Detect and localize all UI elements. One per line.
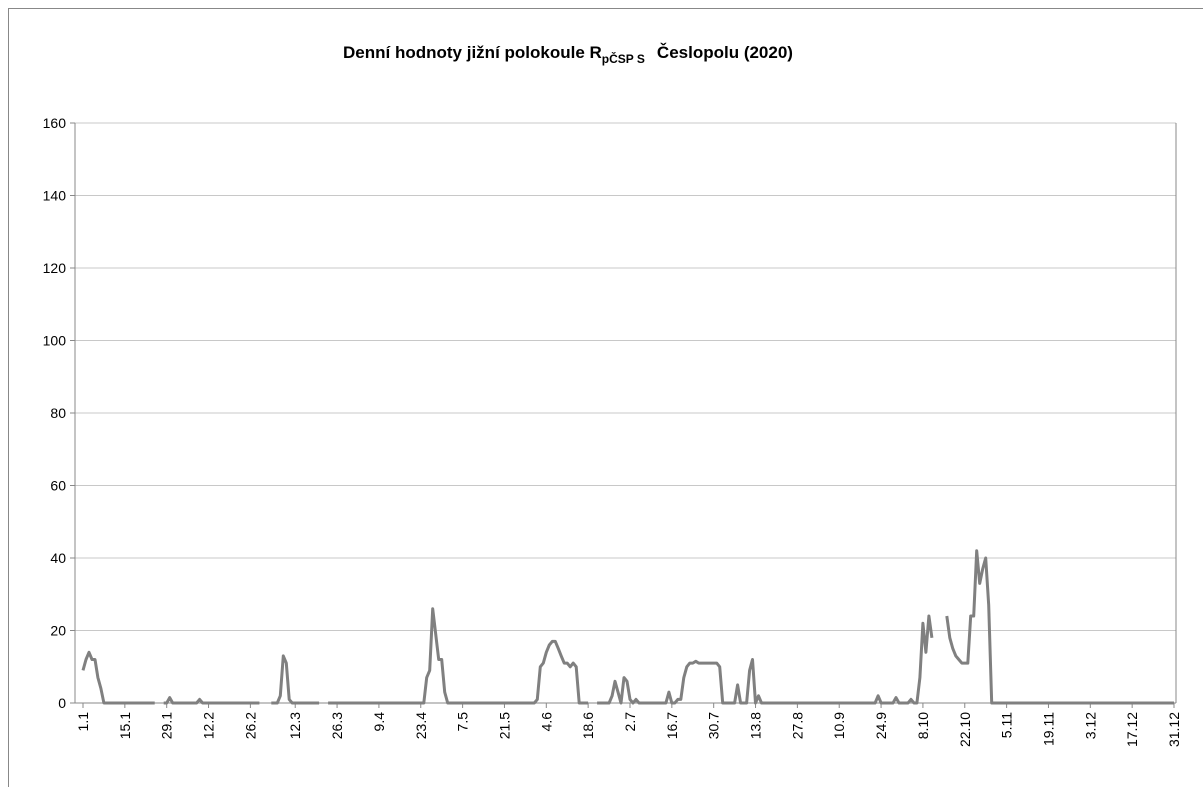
x-tick-label: 31.12 bbox=[1166, 712, 1182, 747]
x-tick-label: 15.1 bbox=[117, 712, 133, 739]
x-tick-label: 24.9 bbox=[873, 712, 889, 739]
x-tick-label: 5.11 bbox=[999, 712, 1015, 738]
x-tick-label: 22.10 bbox=[957, 712, 973, 747]
x-tick-label: 30.7 bbox=[706, 712, 722, 739]
x-tick-label: 13.8 bbox=[748, 712, 764, 739]
x-tick-label: 19.11 bbox=[1040, 712, 1056, 746]
x-tick-label: 16.7 bbox=[664, 712, 680, 739]
y-tick-label: 140 bbox=[43, 188, 67, 204]
x-tick-label: 12.2 bbox=[201, 712, 217, 739]
y-tick-label: 80 bbox=[50, 405, 66, 421]
data-line bbox=[81, 549, 1174, 705]
title-main: Denní hodnoty jižní polokoule R bbox=[343, 43, 602, 62]
chart-title: Denní hodnoty jižní polokoule RpČSP S Čes… bbox=[343, 43, 793, 66]
x-tick-label: 29.1 bbox=[159, 712, 175, 739]
x-tick-label: 9.4 bbox=[371, 712, 387, 732]
x-tick-label: 23.4 bbox=[413, 712, 429, 739]
y-tick-label: 0 bbox=[58, 695, 66, 711]
x-tick-label: 27.8 bbox=[789, 712, 805, 739]
x-tick-label: 12.3 bbox=[287, 712, 303, 739]
x-tick-label: 26.3 bbox=[329, 712, 345, 739]
x-tick-label: 4.6 bbox=[538, 712, 554, 732]
x-tick-label: 18.6 bbox=[580, 712, 596, 739]
chart-frame bbox=[8, 8, 1203, 787]
x-tick-label: 26.2 bbox=[242, 712, 258, 739]
y-tick-label: 20 bbox=[50, 623, 66, 639]
x-tick-label: 7.5 bbox=[455, 712, 471, 732]
y-tick-label: 120 bbox=[43, 260, 67, 276]
x-tick-label: 1.1 bbox=[75, 712, 91, 732]
y-tick-label: 40 bbox=[50, 550, 66, 566]
x-tick-label: 2.7 bbox=[622, 712, 638, 732]
y-tick-label: 60 bbox=[50, 478, 66, 494]
x-tick-label: 21.5 bbox=[496, 712, 512, 739]
x-tick-label: 8.10 bbox=[915, 712, 931, 739]
x-tick-label: 10.9 bbox=[831, 712, 847, 739]
x-tick-label: 17.12 bbox=[1124, 712, 1140, 747]
y-tick-label: 160 bbox=[43, 115, 67, 131]
x-tick-label: 3.12 bbox=[1082, 712, 1098, 739]
title-subscript: pČSP S bbox=[602, 51, 645, 66]
y-tick-label: 100 bbox=[43, 333, 67, 349]
title-suffix: Česlopolu (2020) bbox=[657, 43, 793, 62]
